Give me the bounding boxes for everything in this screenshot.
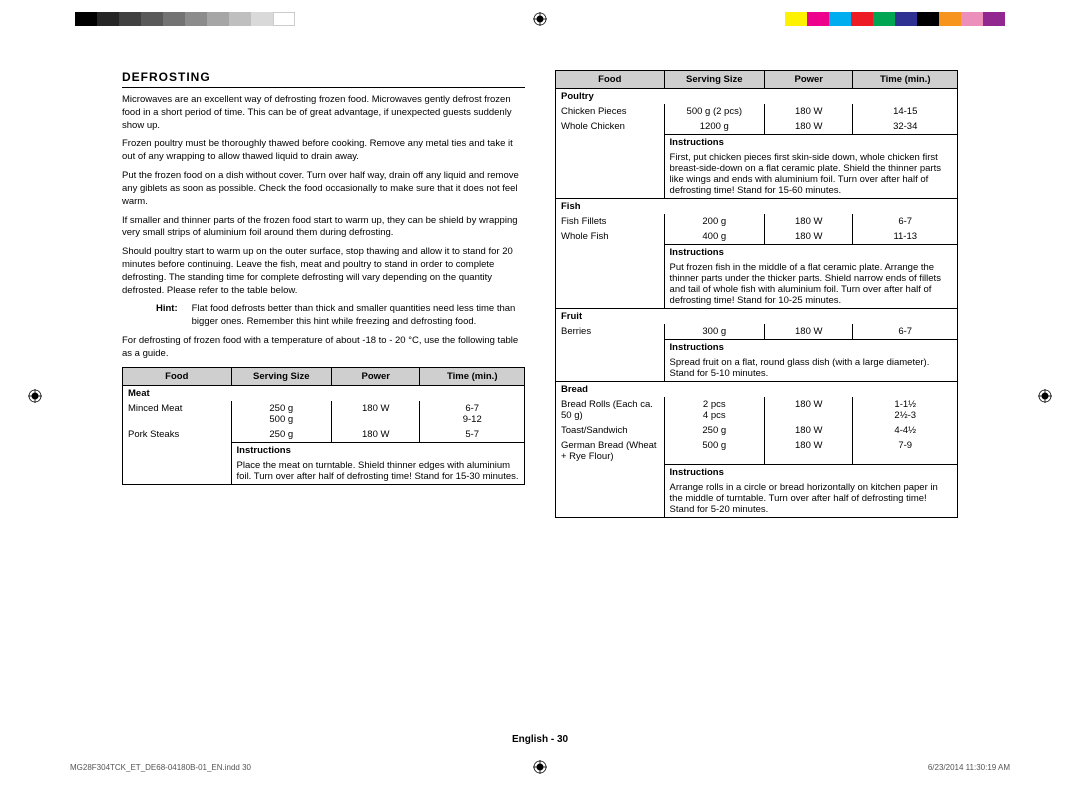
table-row: Meat xyxy=(123,385,525,401)
table-row: Put frozen fish in the middle of a flat … xyxy=(556,260,958,309)
table-row: Spread fruit on a flat, round glass dish… xyxy=(556,355,958,382)
body-para: Frozen poultry must be thoroughly thawed… xyxy=(122,138,525,164)
table-row: Bread Rolls (Each ca. 50 g)2 pcs 4 pcs18… xyxy=(556,397,958,423)
defrost-table-left: Food Serving Size Power Time (min.) Meat… xyxy=(122,367,525,485)
table-row: Instructions xyxy=(556,135,958,151)
table-row: Toast/Sandwich250 g180 W4-4½ xyxy=(556,423,958,438)
hint-label: Hint: xyxy=(156,303,178,329)
table-row: Pork Steaks 250 g 180 W 5-7 xyxy=(123,427,525,443)
table-row: Arrange rolls in a circle or bread horiz… xyxy=(556,480,958,518)
body-para: For defrosting of frozen food with a tem… xyxy=(122,335,525,361)
table-row: Whole Chicken1200 g180 W32-34 xyxy=(556,119,958,135)
page-footer-left: MG28F304TCK_ET_DE68-04180B-01_EN.indd 30 xyxy=(70,763,251,772)
th-time: Time (min.) xyxy=(420,367,525,385)
section-heading: DEFROSTING xyxy=(122,70,525,88)
table-row: Chicken Pieces500 g (2 pcs)180 W14-15 xyxy=(556,104,958,119)
colorbar-right xyxy=(785,12,1005,26)
table-row: Bread xyxy=(556,382,958,398)
body-para: If smaller and thinner parts of the froz… xyxy=(122,215,525,241)
th-food: Food xyxy=(556,71,665,89)
defrost-table-right: Food Serving Size Power Time (min.) Poul… xyxy=(555,70,958,518)
registration-mark-icon xyxy=(1038,389,1052,403)
table-row: Fruit xyxy=(556,309,958,325)
table-row: German Bread (Wheat + Rye Flour)500 g180… xyxy=(556,438,958,464)
table-row: Instructions xyxy=(123,442,525,458)
table-row: Minced Meat 250 g 500 g 180 W 6-7 9-12 xyxy=(123,401,525,427)
table-row: Place the meat on turntable. Shield thin… xyxy=(123,458,525,485)
right-column: Food Serving Size Power Time (min.) Poul… xyxy=(555,70,958,732)
body-para: Should poultry start to warm up on the o… xyxy=(122,246,525,297)
hint-text: Flat food defrosts better than thick and… xyxy=(192,303,525,329)
table-row: Berries300 g180 W6-7 xyxy=(556,324,958,340)
table-row: First, put chicken pieces first skin-sid… xyxy=(556,150,958,199)
th-food: Food xyxy=(123,367,232,385)
registration-mark-icon xyxy=(533,760,547,774)
table-row: Fish xyxy=(556,199,958,215)
colorbar-left xyxy=(75,12,295,26)
table-row: Instructions xyxy=(556,340,958,356)
th-serving: Serving Size xyxy=(664,71,765,89)
page-footer-right: 6/23/2014 11:30:19 AM xyxy=(928,763,1010,772)
page-footer-center: English - 30 xyxy=(0,734,1080,745)
body-para: Microwaves are an excellent way of defro… xyxy=(122,94,525,132)
registration-mark-icon xyxy=(533,12,547,26)
th-serving: Serving Size xyxy=(231,367,332,385)
th-power: Power xyxy=(332,367,420,385)
th-time: Time (min.) xyxy=(853,71,958,89)
body-para: Put the frozen food on a dish without co… xyxy=(122,170,525,208)
left-column: DEFROSTING Microwaves are an excellent w… xyxy=(122,70,525,732)
page-content: DEFROSTING Microwaves are an excellent w… xyxy=(122,70,958,732)
th-power: Power xyxy=(765,71,853,89)
table-row: Fish Fillets200 g180 W6-7 xyxy=(556,214,958,229)
hint-block: Hint: Flat food defrosts better than thi… xyxy=(156,303,525,329)
table-row: Instructions xyxy=(556,245,958,261)
table-row: Whole Fish400 g180 W11-13 xyxy=(556,229,958,245)
registration-mark-icon xyxy=(28,389,42,403)
table-row: Poultry xyxy=(556,89,958,105)
table-row: Instructions xyxy=(556,464,958,480)
